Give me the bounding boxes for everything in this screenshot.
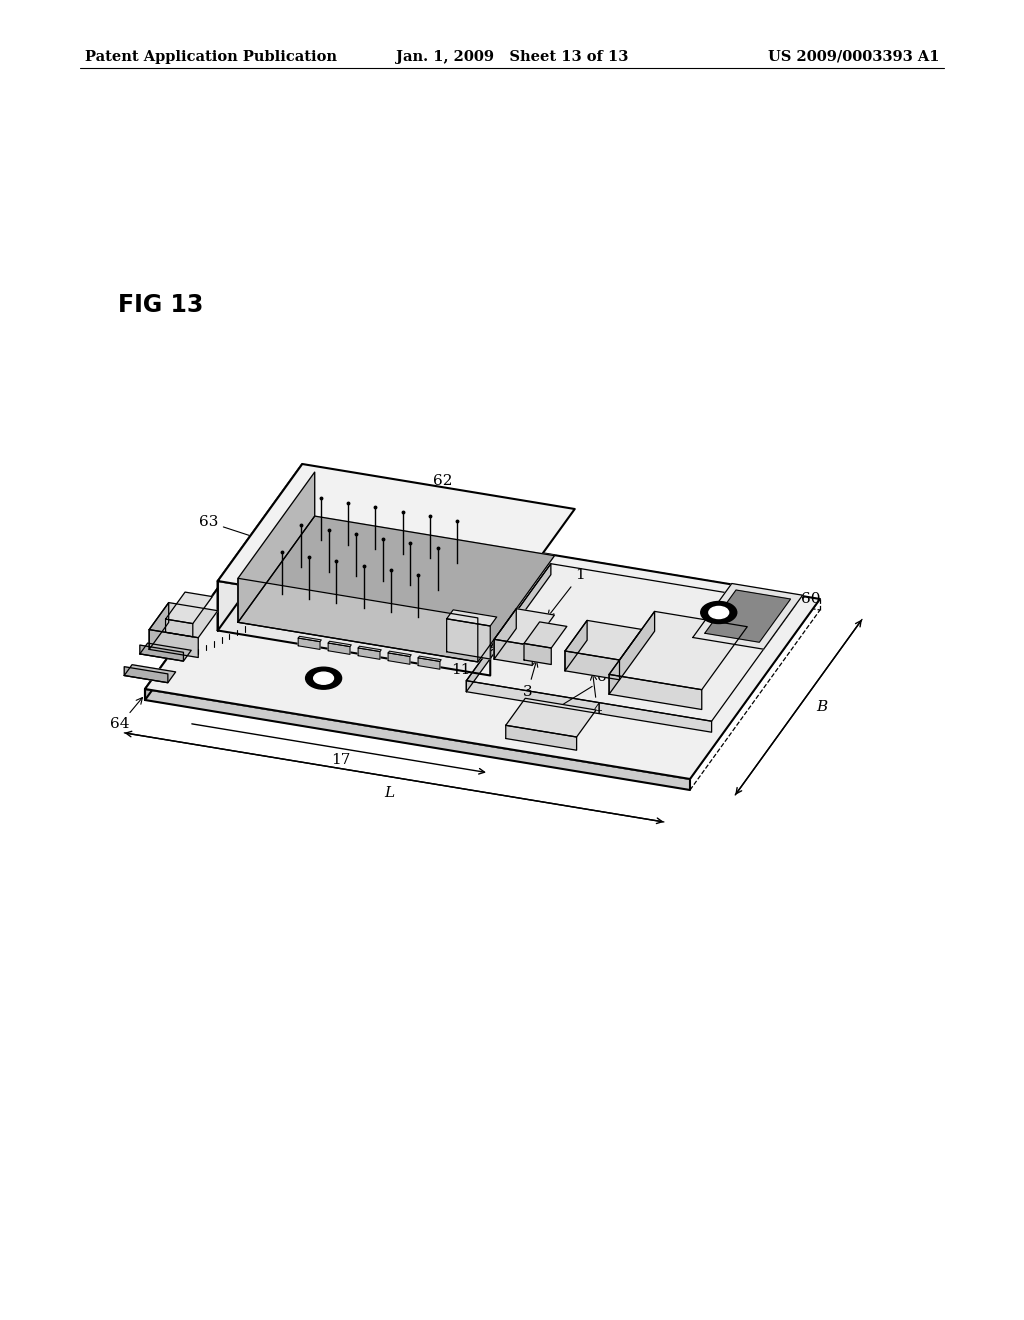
Polygon shape <box>466 564 551 692</box>
Polygon shape <box>358 648 380 659</box>
Text: L: L <box>384 787 394 800</box>
Text: 63: 63 <box>199 515 259 540</box>
Ellipse shape <box>313 672 334 684</box>
Polygon shape <box>166 619 193 636</box>
Text: 60: 60 <box>755 591 820 616</box>
Polygon shape <box>145 510 820 779</box>
Polygon shape <box>145 689 690 789</box>
Polygon shape <box>388 651 412 656</box>
Polygon shape <box>524 644 551 664</box>
Polygon shape <box>238 578 478 661</box>
Polygon shape <box>218 465 574 626</box>
Text: Jan. 1, 2009   Sheet 13 of 13: Jan. 1, 2009 Sheet 13 of 13 <box>396 50 628 63</box>
Polygon shape <box>124 665 176 682</box>
Text: 61: 61 <box>546 671 616 715</box>
Polygon shape <box>388 653 410 664</box>
Text: Patent Application Publication: Patent Application Publication <box>85 50 337 63</box>
Text: 14: 14 <box>640 652 711 678</box>
Text: 17: 17 <box>332 754 350 767</box>
Polygon shape <box>150 603 169 649</box>
Polygon shape <box>150 630 199 657</box>
Polygon shape <box>506 698 596 737</box>
Text: 11: 11 <box>451 647 498 677</box>
Polygon shape <box>218 581 490 676</box>
Ellipse shape <box>305 667 342 689</box>
Polygon shape <box>693 583 803 649</box>
Polygon shape <box>705 590 791 643</box>
Text: US 2009/0003393 A1: US 2009/0003393 A1 <box>768 50 940 63</box>
Text: B: B <box>816 700 827 714</box>
Polygon shape <box>418 657 440 669</box>
Polygon shape <box>418 656 441 661</box>
Polygon shape <box>124 667 168 682</box>
Polygon shape <box>466 681 712 733</box>
Polygon shape <box>238 516 555 661</box>
Polygon shape <box>609 611 654 694</box>
Polygon shape <box>328 642 351 647</box>
Polygon shape <box>446 610 497 626</box>
Polygon shape <box>524 622 567 648</box>
Text: 1: 1 <box>548 568 585 616</box>
Polygon shape <box>298 636 322 642</box>
Polygon shape <box>565 620 642 660</box>
Polygon shape <box>495 639 532 665</box>
Polygon shape <box>446 619 490 659</box>
Polygon shape <box>218 465 302 631</box>
Polygon shape <box>506 725 577 750</box>
Polygon shape <box>238 473 314 622</box>
Polygon shape <box>328 643 350 655</box>
Ellipse shape <box>700 602 736 623</box>
Ellipse shape <box>709 606 729 619</box>
Polygon shape <box>358 647 381 652</box>
Polygon shape <box>609 675 701 710</box>
Polygon shape <box>166 593 212 623</box>
Text: 64: 64 <box>111 697 142 731</box>
Polygon shape <box>140 643 191 661</box>
Polygon shape <box>495 609 516 659</box>
Polygon shape <box>466 564 796 721</box>
Polygon shape <box>565 651 620 680</box>
Polygon shape <box>609 611 748 689</box>
Text: 3: 3 <box>523 660 538 698</box>
Text: FIG 13: FIG 13 <box>118 293 204 317</box>
Polygon shape <box>298 638 319 649</box>
Polygon shape <box>140 645 183 661</box>
Polygon shape <box>495 609 554 645</box>
Text: 4: 4 <box>591 673 602 717</box>
Text: 62: 62 <box>432 474 453 532</box>
Polygon shape <box>150 603 218 638</box>
Polygon shape <box>145 510 275 700</box>
Polygon shape <box>565 620 587 671</box>
